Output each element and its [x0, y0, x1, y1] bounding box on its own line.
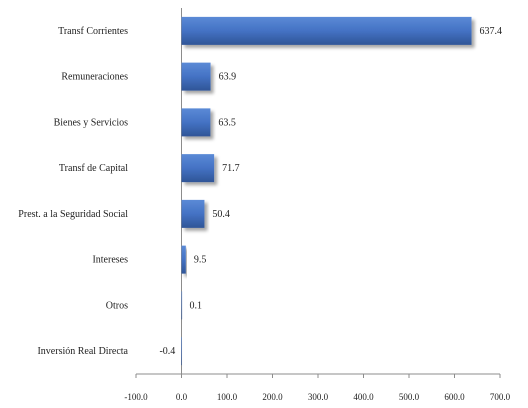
x-tick-label: 100.0 [217, 392, 238, 402]
x-tick-label: 300.0 [308, 392, 329, 402]
bar [181, 245, 186, 274]
category-label: Bienes y Servicios [54, 117, 129, 128]
data-label: 9.5 [194, 255, 207, 266]
data-label: 0.1 [190, 300, 203, 311]
bar [181, 62, 211, 91]
category-label: Otros [106, 300, 128, 311]
category-label: Intereses [92, 255, 128, 266]
category-label: Transf de Capital [59, 163, 128, 174]
data-label: -0.4 [159, 346, 175, 357]
x-tick-label: 200.0 [262, 392, 283, 402]
bar [181, 337, 182, 366]
data-label: 63.5 [218, 117, 236, 128]
x-tick-label: -100.0 [124, 392, 148, 402]
x-tick-label: 600.0 [444, 392, 465, 402]
data-label: 50.4 [212, 209, 230, 220]
x-tick-label: 500.0 [399, 392, 420, 402]
bar [181, 154, 215, 183]
x-tick-label: 400.0 [353, 392, 374, 402]
bar [181, 16, 472, 45]
category-label: Transf Corrientes [58, 26, 128, 37]
x-tick-label: 0.0 [176, 392, 188, 402]
data-label: 637.4 [480, 26, 503, 37]
bar [181, 108, 211, 137]
category-label: Prest. a la Seguridad Social [18, 209, 128, 220]
bar [181, 199, 205, 228]
data-label: 63.9 [219, 72, 237, 83]
category-label: Remuneraciones [61, 72, 128, 83]
data-label: 71.7 [222, 163, 240, 174]
category-label: Inversión Real Directa [37, 346, 128, 357]
plot-area: Transf Corrientes 637.4 Remuneraciones 63.9… [18, 8, 511, 402]
bar [181, 291, 183, 320]
x-tick-label: 700.0 [490, 392, 511, 402]
